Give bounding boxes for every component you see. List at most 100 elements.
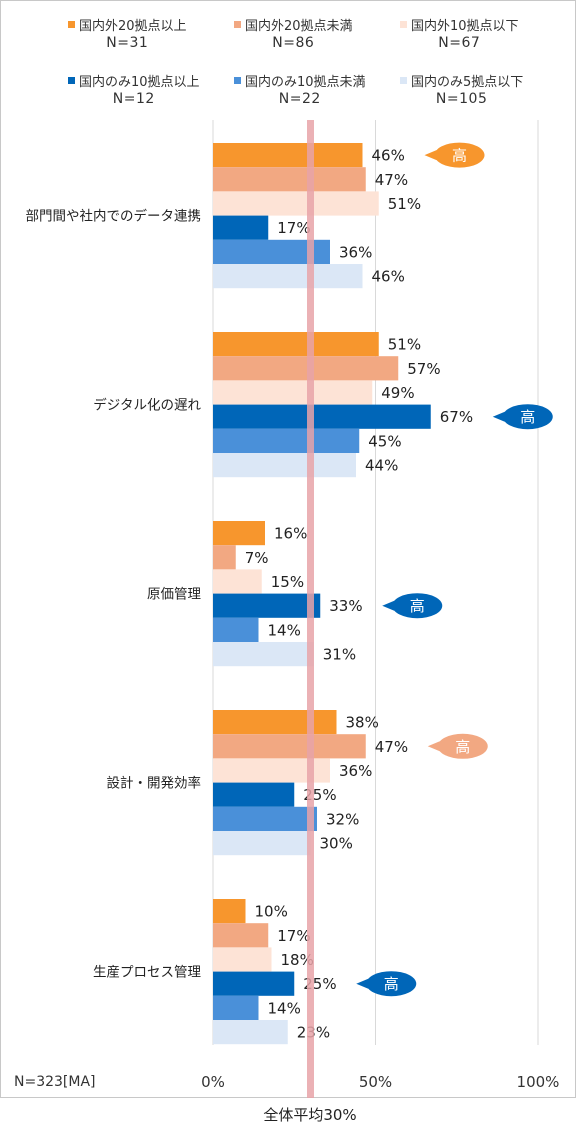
legend-item-2: 国内外10拠点以下 N=67	[400, 18, 519, 52]
callout-bubble	[392, 593, 443, 619]
bar	[213, 806, 317, 831]
callout-bubble	[502, 404, 553, 430]
x-tick-label: 0%	[201, 1073, 225, 1091]
data-label: 67%	[440, 408, 473, 426]
callout-text: 高	[455, 738, 470, 756]
bar	[213, 428, 360, 453]
data-label: 46%	[372, 268, 405, 286]
bar	[213, 404, 431, 429]
legend-label: 国内のみ10拠点以上	[79, 75, 200, 90]
bar	[213, 453, 356, 478]
bar	[213, 264, 363, 289]
bar	[213, 947, 272, 972]
legend-item-4: 国内のみ10拠点未満 N=22	[234, 74, 366, 108]
average-line-label: 全体平均30%	[263, 1106, 357, 1124]
callout-pointer	[424, 150, 437, 161]
data-label: 47%	[375, 738, 408, 756]
legend-label: 国内外20拠点以上	[79, 19, 187, 34]
callout-pointer	[492, 411, 505, 422]
legend-swatch	[68, 21, 75, 28]
data-label: 17%	[277, 927, 310, 945]
bar	[213, 899, 246, 924]
data-label: 14%	[268, 621, 301, 639]
callout-pointer	[356, 978, 369, 989]
legend-label: 国内外20拠点未満	[245, 19, 353, 34]
bar	[213, 215, 269, 240]
legend-swatch	[400, 21, 407, 28]
data-label: 51%	[388, 195, 421, 213]
bar	[213, 191, 379, 216]
bar	[213, 995, 259, 1020]
data-label: 49%	[381, 384, 414, 402]
data-label: 31%	[323, 646, 356, 664]
legend-label: 国内のみ10拠点未満	[245, 75, 366, 90]
bar	[213, 782, 295, 807]
bar	[213, 569, 262, 594]
bar	[213, 167, 366, 192]
data-label: 36%	[339, 243, 372, 261]
sample-size-note: N=323[MA]	[14, 1074, 96, 1090]
data-label: 36%	[339, 762, 372, 780]
callout-pointer	[382, 600, 395, 611]
bar	[213, 593, 321, 618]
bar	[213, 545, 236, 570]
average-line	[307, 120, 314, 1098]
bar	[213, 831, 311, 856]
bar	[213, 734, 366, 759]
bar	[213, 521, 265, 546]
data-label: 17%	[277, 219, 310, 237]
bar	[213, 143, 363, 168]
bar	[213, 1020, 288, 1045]
legend-n: N=105	[435, 91, 488, 107]
bar	[213, 971, 295, 996]
data-label: 14%	[268, 999, 301, 1017]
legend-n: N=12	[112, 91, 155, 107]
data-label: 32%	[326, 810, 359, 828]
legend-label: 国内のみ5拠点以下	[411, 75, 524, 90]
callout-bubble	[366, 971, 417, 997]
data-label: 15%	[271, 573, 304, 591]
callout-bubble	[434, 142, 485, 168]
legend-swatch	[234, 77, 241, 84]
data-label: 44%	[365, 457, 398, 475]
legend-n: N=86	[272, 35, 315, 51]
bar	[213, 332, 379, 357]
data-label: 30%	[320, 835, 353, 853]
data-label: 7%	[245, 549, 269, 567]
legend-swatch	[234, 21, 241, 28]
data-label: 33%	[329, 597, 362, 615]
x-tick-label: 50%	[359, 1073, 392, 1091]
data-label: 57%	[407, 360, 440, 378]
data-label: 18%	[281, 951, 314, 969]
callout-pointer	[427, 741, 440, 752]
bar	[213, 356, 399, 381]
category-label: 部門間や社内でのデータ連携	[26, 208, 202, 225]
callout-bubble	[437, 733, 488, 759]
legend-item-0: 国内外20拠点以上 N=31	[68, 18, 187, 52]
x-tick-label: 100%	[517, 1073, 560, 1091]
bar	[213, 923, 269, 948]
category-label: デジタル化の遅れ	[93, 397, 201, 414]
callout-text: 高	[452, 147, 467, 165]
category-label: 原価管理	[147, 587, 201, 603]
bar	[213, 617, 259, 642]
legend-swatch	[400, 77, 407, 84]
bar	[213, 642, 314, 667]
legend-item-5: 国内のみ5拠点以下 N=105	[400, 74, 523, 108]
data-label: 47%	[375, 171, 408, 189]
bar-chart: 0% 50% 100%N=323[MA]46%47%51%17%36%46%部門間や…	[14, 120, 560, 1098]
category-label: 設計・開発効率	[107, 775, 202, 792]
bar	[213, 710, 337, 735]
data-label: 38%	[346, 714, 379, 732]
legend-n: N=31	[106, 35, 149, 51]
callout-text: 高	[410, 597, 425, 615]
legend-swatch	[68, 77, 75, 84]
data-label: 10%	[255, 903, 288, 921]
category-label: 生産プロセス管理	[93, 965, 201, 981]
callout-text: 高	[384, 975, 399, 993]
data-label: 46%	[372, 147, 405, 165]
legend-n: N=22	[278, 91, 321, 107]
legend-item-3: 国内のみ10拠点以上 N=12	[68, 74, 200, 108]
data-label: 45%	[368, 432, 401, 450]
bar	[213, 380, 373, 405]
